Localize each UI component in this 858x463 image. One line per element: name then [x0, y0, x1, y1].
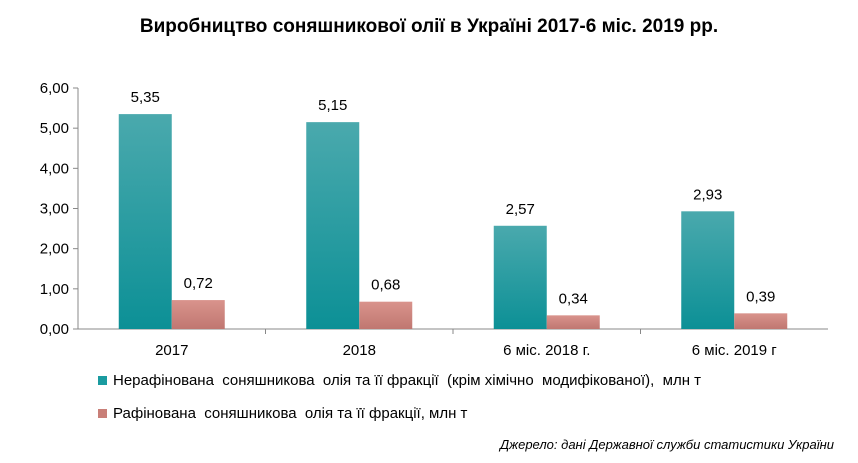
data-label-unrefined: 2,93: [693, 186, 722, 203]
legend-label-refined: Рафінована соняшникова олія та її фракці…: [113, 405, 468, 422]
x-tick-label: 2018: [343, 342, 376, 359]
bar-refined: [359, 301, 413, 329]
y-tick-label: 5,00: [40, 120, 69, 137]
x-tick-label: 2017: [155, 342, 188, 359]
data-label-unrefined: 5,15: [318, 97, 347, 114]
y-tick-label: 0,00: [40, 321, 69, 338]
bar-chart: 0,00 1,00 2,00 3,00 4,00 5,00 6,00 2017 2018 6 мі…: [40, 80, 828, 359]
y-tick-label: 2,00: [40, 241, 69, 258]
data-label-unrefined: 5,35: [131, 89, 160, 106]
data-label-refined: 0,68: [371, 277, 400, 294]
legend-label-unrefined: Нерафінована соняшникова олія та її фрак…: [113, 372, 702, 389]
data-label-refined: 0,34: [559, 290, 588, 307]
y-tick-label: 4,00: [40, 160, 69, 177]
y-tick-label: 6,00: [40, 80, 69, 97]
source-note: Джерело: дані Державної служби статистик…: [500, 437, 834, 452]
bar-refined: [734, 313, 788, 329]
data-label-refined: 0,72: [184, 275, 213, 292]
bar-unrefined: [493, 225, 547, 329]
data-label-unrefined: 2,57: [506, 201, 535, 218]
bar-unrefined: [306, 122, 360, 330]
x-tick-label: 6 міс. 2018 г.: [503, 342, 590, 359]
bar-refined: [171, 300, 225, 329]
bar-unrefined: [118, 114, 172, 329]
y-tick-label: 3,00: [40, 201, 69, 218]
legend-swatch-refined: [98, 409, 107, 418]
x-tick-label: 6 міс. 2019 г: [692, 342, 778, 359]
legend-item-unrefined: Нерафінована соняшникова олія та її фрак…: [98, 372, 701, 389]
chart-title: Виробництво соняшникової олії в Україні …: [139, 16, 719, 37]
legend-item-refined: Рафінована соняшникова олія та її фракці…: [98, 405, 467, 422]
bar-unrefined: [681, 211, 735, 329]
y-tick-label: 1,00: [40, 281, 69, 298]
legend-swatch-unrefined: [98, 376, 107, 385]
bar-refined: [546, 315, 600, 329]
data-label-refined: 0,39: [746, 288, 775, 305]
